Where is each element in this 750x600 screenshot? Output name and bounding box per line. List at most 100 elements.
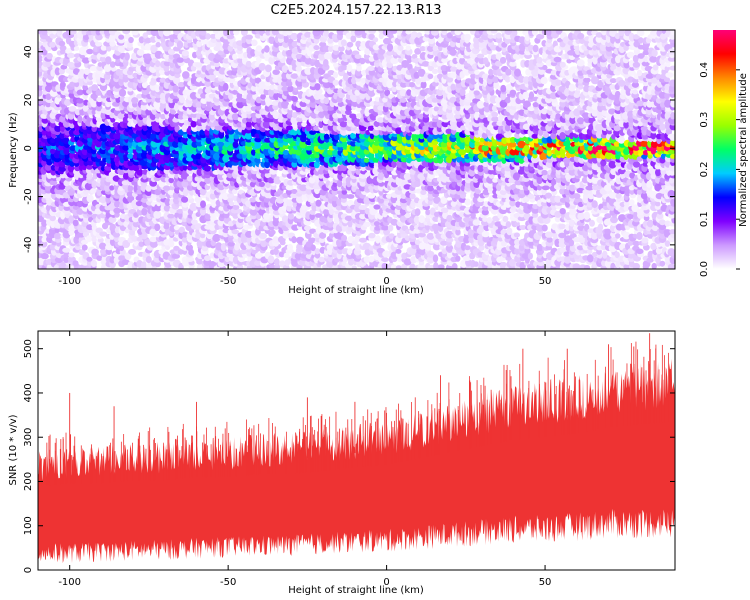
heatmap-cell bbox=[140, 103, 148, 111]
heatmap-cell bbox=[86, 172, 93, 180]
heatmap-cell bbox=[86, 256, 93, 262]
heatmap-cell bbox=[340, 128, 348, 136]
heatmap-cell bbox=[54, 125, 62, 132]
heatmap-cell bbox=[245, 34, 253, 40]
heatmap-cell bbox=[250, 49, 256, 57]
heatmap-cell bbox=[138, 36, 145, 44]
heatmap-cell bbox=[323, 97, 330, 105]
heatmap-cell bbox=[269, 229, 276, 235]
heatmap-cell bbox=[155, 60, 161, 68]
heatmap-cell bbox=[195, 62, 203, 68]
heatmap-cell bbox=[265, 30, 271, 36]
heatmap-cell bbox=[333, 62, 339, 68]
heatmap-cell bbox=[118, 34, 125, 40]
heatmap-cell bbox=[100, 111, 107, 120]
heatmap-cell bbox=[172, 85, 179, 93]
heatmap-cell bbox=[339, 136, 348, 143]
heatmap-cell bbox=[254, 77, 262, 84]
heatmap-cells bbox=[38, 30, 675, 269]
heatmap-cell bbox=[101, 256, 108, 263]
heatmap-cell bbox=[427, 73, 434, 80]
heatmap-cell bbox=[81, 239, 89, 245]
heatmap-cell bbox=[44, 193, 52, 199]
heatmap-cell bbox=[233, 133, 240, 140]
heatmap-cell bbox=[63, 256, 69, 263]
heatmap-cell bbox=[344, 215, 353, 222]
heatmap-cell bbox=[420, 189, 427, 195]
heatmap-cell bbox=[271, 100, 280, 106]
heatmap-cell bbox=[264, 45, 270, 53]
heatmap-cell bbox=[356, 64, 362, 72]
heatmap-cell bbox=[308, 237, 317, 244]
heatmap-cell bbox=[135, 200, 143, 207]
heatmap-cell bbox=[409, 193, 416, 200]
heatmap-cell bbox=[286, 113, 294, 119]
heatmap-cell bbox=[315, 199, 322, 207]
heatmap-cell bbox=[109, 185, 115, 191]
heatmap-cell bbox=[99, 231, 108, 237]
heatmap-cell bbox=[250, 85, 257, 92]
heatmap-cell bbox=[343, 72, 349, 82]
heatmap-cell bbox=[109, 223, 117, 232]
heatmap-cell bbox=[267, 255, 275, 264]
heatmap-cell bbox=[227, 193, 235, 199]
heatmap-cell bbox=[341, 234, 348, 242]
heatmap-cell bbox=[68, 252, 75, 258]
heatmap-cell bbox=[40, 252, 49, 260]
heatmap-cell bbox=[50, 138, 56, 144]
heatmap-cell bbox=[326, 244, 335, 251]
heatmap-cell bbox=[149, 169, 157, 176]
heatmap-cell bbox=[159, 77, 167, 83]
heatmap-cell bbox=[313, 160, 320, 169]
heatmap-cell bbox=[272, 247, 279, 255]
heatmap-cell bbox=[48, 227, 57, 235]
heatmap-cell bbox=[131, 97, 139, 104]
heatmap-cell bbox=[90, 187, 98, 194]
heatmap-cell bbox=[271, 30, 280, 36]
heatmap-cell bbox=[128, 248, 137, 255]
heatmap-cell bbox=[291, 189, 298, 194]
heatmap-cell bbox=[312, 30, 321, 37]
heatmap-cell bbox=[281, 215, 289, 223]
heatmap-cell bbox=[314, 83, 321, 91]
heatmap-cell bbox=[173, 76, 181, 85]
heatmap-cell bbox=[332, 79, 339, 86]
heatmap-cell bbox=[441, 30, 448, 36]
heatmap-cell bbox=[249, 208, 258, 216]
heatmap-cell bbox=[38, 54, 43, 63]
heatmap-cell bbox=[340, 193, 349, 199]
heatmap-cell bbox=[95, 33, 103, 41]
heatmap-cell bbox=[62, 137, 70, 145]
heatmap-cell bbox=[217, 141, 225, 147]
heatmap-cell bbox=[409, 82, 416, 88]
heatmap-cell bbox=[245, 60, 252, 68]
heatmap-cell bbox=[124, 52, 130, 61]
heatmap-cell bbox=[189, 84, 198, 91]
heatmap-cell bbox=[341, 239, 348, 247]
heatmap-cell bbox=[373, 37, 379, 43]
heatmap-cell bbox=[260, 93, 266, 100]
heatmap-cell bbox=[58, 183, 66, 190]
heatmap-cell bbox=[79, 68, 85, 75]
heatmap-cell bbox=[368, 255, 375, 263]
heatmap-cell bbox=[268, 88, 275, 97]
heatmap-cell bbox=[223, 30, 229, 37]
heatmap-cell bbox=[427, 185, 435, 192]
heatmap-cell bbox=[368, 30, 377, 35]
heatmap-cell bbox=[81, 57, 90, 64]
heatmap-cell bbox=[287, 212, 294, 220]
heatmap-cell bbox=[95, 30, 101, 36]
heatmap-cell bbox=[318, 94, 326, 100]
heatmap-cell bbox=[212, 233, 221, 243]
heatmap-cell bbox=[172, 191, 179, 200]
heatmap-cell bbox=[336, 180, 343, 188]
heatmap-cell bbox=[199, 30, 207, 36]
heatmap-cell bbox=[154, 188, 162, 196]
heatmap-cell bbox=[114, 200, 121, 208]
heatmap-cell bbox=[363, 157, 370, 163]
heatmap-cell bbox=[282, 153, 289, 159]
heatmap-cell bbox=[83, 144, 89, 150]
heatmap-cell bbox=[327, 124, 335, 131]
heatmap-cell bbox=[359, 209, 366, 215]
heatmap-cell bbox=[141, 197, 149, 203]
